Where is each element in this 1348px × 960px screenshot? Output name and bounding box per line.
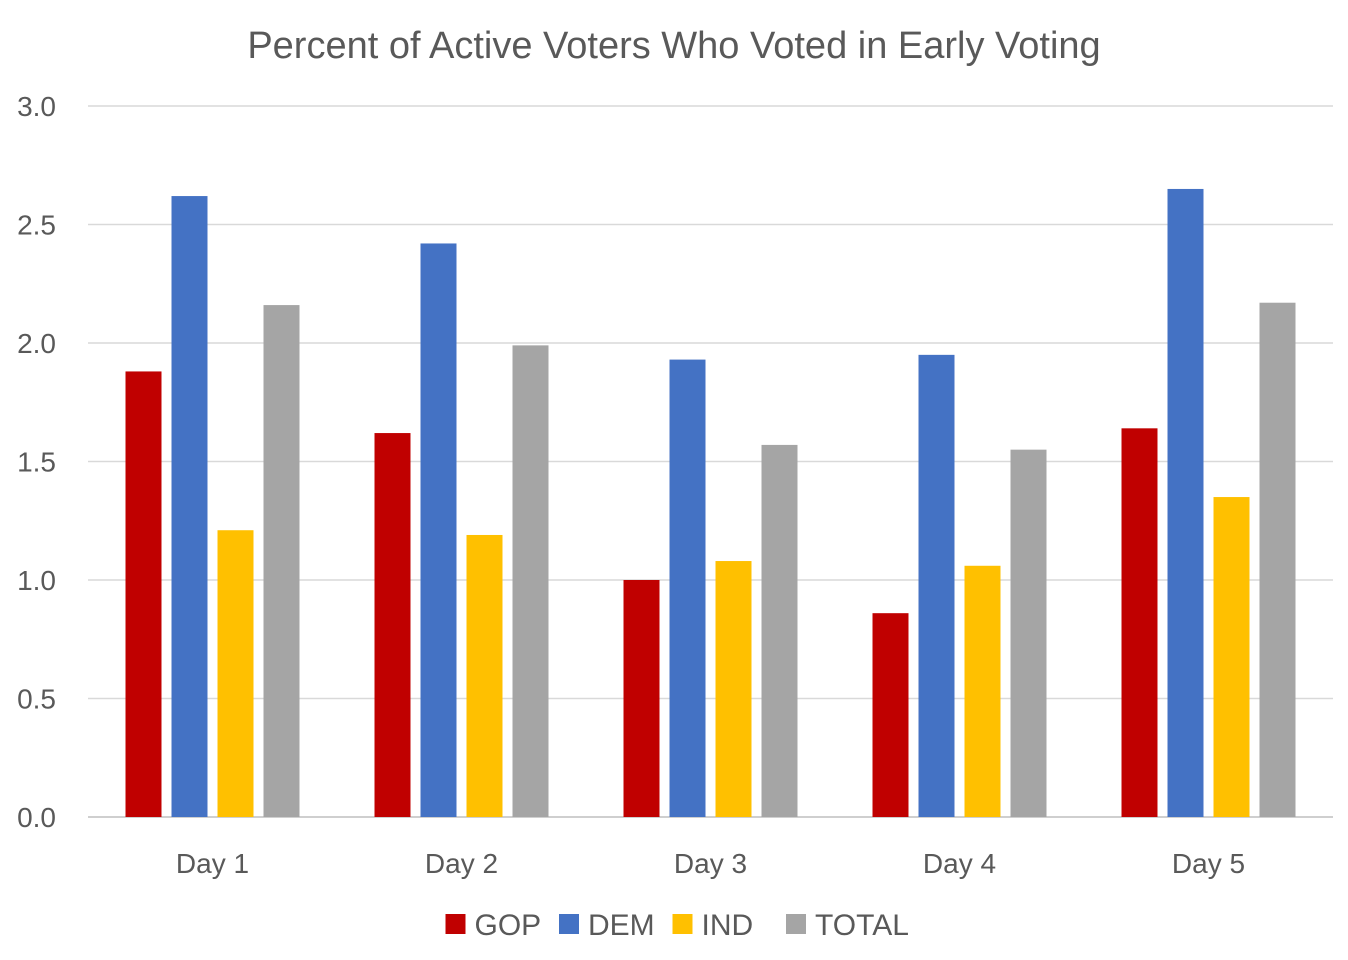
legend-label: TOTAL <box>815 909 909 942</box>
bar-dem-day-4 <box>918 354 955 817</box>
legend-swatch <box>445 914 466 934</box>
bar-gop-day-2 <box>374 433 411 817</box>
y-tick-label: 1.0 <box>17 565 56 596</box>
bar-ind-day-2 <box>466 534 503 817</box>
bar-gop-day-4 <box>872 613 909 817</box>
x-category-label: Day 2 <box>425 848 498 879</box>
y-tick-label: 2.5 <box>17 210 56 241</box>
legend-item-dem: DEM <box>559 909 655 942</box>
y-tick-label: 1.5 <box>17 447 56 478</box>
bar-ind-day-3 <box>715 561 752 817</box>
bar-dem-day-2 <box>420 243 457 817</box>
bar-ind-day-4 <box>964 565 1001 817</box>
x-category-label: Day 1 <box>176 848 249 879</box>
legend-item-total: TOTAL <box>786 909 909 942</box>
bar-total-day-3 <box>761 444 798 817</box>
bar-ind-day-1 <box>217 530 254 817</box>
bar-dem-day-1 <box>171 196 208 817</box>
bar-total-day-1 <box>263 305 300 817</box>
bar-total-day-4 <box>1010 449 1047 817</box>
legend-item-ind: IND <box>672 909 754 942</box>
legend-label: IND <box>702 909 754 942</box>
chart-title: Percent of Active Voters Who Voted in Ea… <box>247 25 1100 67</box>
bar-gop-day-5 <box>1121 428 1158 817</box>
y-tick-label: 0.0 <box>17 802 56 833</box>
x-category-label: Day 4 <box>923 848 996 879</box>
bar-dem-day-3 <box>669 359 706 817</box>
legend-swatch <box>559 914 579 934</box>
y-tick-label: 2.0 <box>17 328 56 359</box>
legend-label: GOP <box>475 909 542 942</box>
bars <box>125 188 1296 818</box>
y-tick-label: 0.5 <box>17 684 56 715</box>
legend-swatch <box>672 914 693 934</box>
x-axis-categories: Day 1 Day 2 Day 3 Day 4 Day 5 <box>176 848 1245 879</box>
bar-ind-day-5 <box>1213 497 1250 817</box>
legend-swatch <box>786 914 806 934</box>
legend: GOP DEM IND TOTAL <box>445 909 909 942</box>
bar-total-day-5 <box>1259 302 1296 818</box>
bar-gop-day-1 <box>125 371 162 817</box>
y-axis-ticks: 0.0 0.5 1.0 1.5 2.0 2.5 3.0 <box>17 91 56 833</box>
x-category-label: Day 3 <box>674 848 747 879</box>
y-tick-label: 3.0 <box>17 91 56 122</box>
legend-label: DEM <box>588 909 655 942</box>
legend-item-gop: GOP <box>445 909 542 942</box>
x-category-label: Day 5 <box>1172 848 1245 879</box>
bar-gop-day-3 <box>623 580 660 817</box>
bar-total-day-2 <box>512 345 549 817</box>
bar-dem-day-5 <box>1167 188 1204 817</box>
